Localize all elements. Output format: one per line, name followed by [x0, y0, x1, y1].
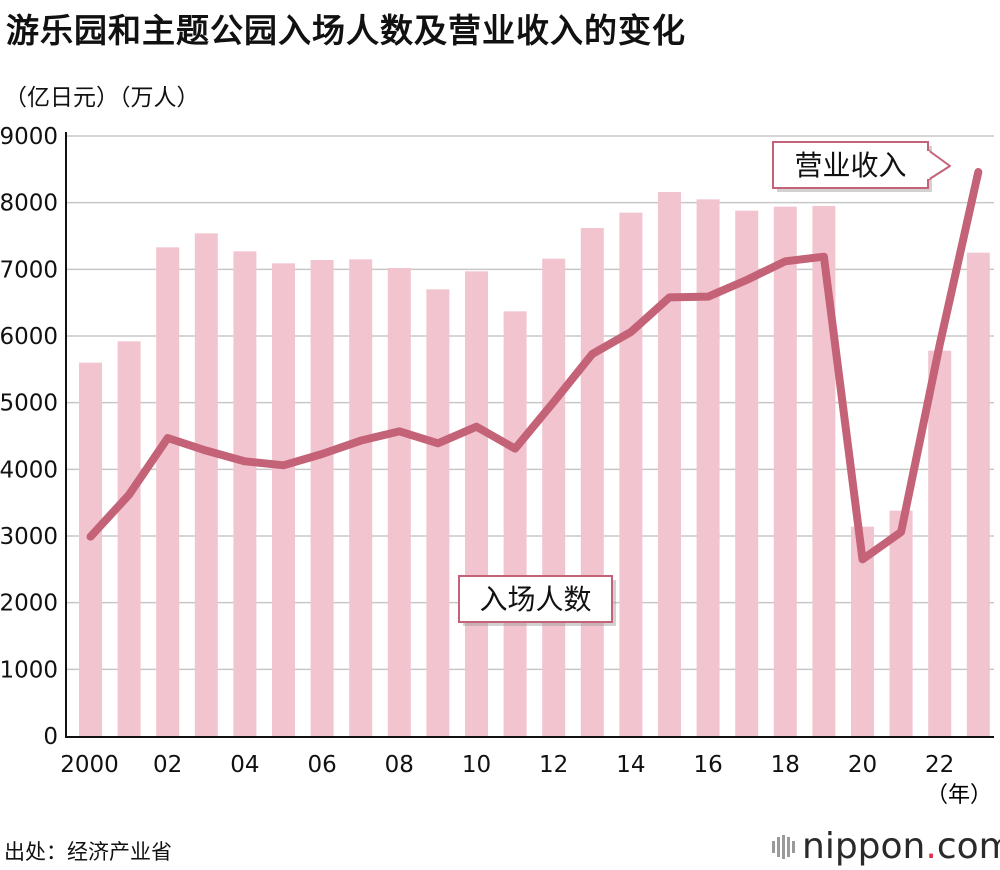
bar — [889, 510, 913, 736]
callout-box — [458, 575, 613, 623]
callout-label: 营业收入 — [794, 149, 906, 182]
x-tick-labels: 2000 02 04 06 08 10 12 14 16 18 20 22 — [60, 752, 954, 778]
line-point — [243, 460, 246, 463]
y-tick-label: 4000 — [0, 457, 58, 483]
y-axis-units: （亿日元）（万人） — [4, 85, 200, 111]
bar — [156, 247, 180, 737]
bar — [387, 268, 411, 736]
y-tick-label: 0 — [43, 724, 58, 750]
line-point — [938, 343, 941, 346]
callout-label: 入场人数 — [479, 583, 591, 616]
bar — [503, 311, 527, 736]
line-point — [436, 442, 439, 445]
y-tick-label: 2000 — [0, 591, 58, 617]
line-point — [745, 279, 748, 281]
line-point — [205, 449, 208, 452]
bar — [272, 263, 295, 736]
y-tick-label: 6000 — [0, 324, 58, 350]
line-point — [514, 447, 517, 450]
revenue-callout: 营业收入 — [772, 141, 951, 192]
source-note: 出处：经济产业省 — [4, 840, 172, 864]
y-tick-label: 1000 — [0, 657, 58, 683]
x-tick-label: 04 — [230, 752, 259, 778]
line-point — [321, 453, 324, 455]
line-point — [166, 437, 169, 439]
bar — [812, 206, 836, 736]
line-point — [822, 255, 825, 258]
bar — [310, 260, 334, 736]
bar — [773, 206, 797, 736]
callout-box — [772, 141, 929, 189]
x-tick-label: 02 — [153, 752, 182, 778]
chart-title: 游乐园和主题公园入场人数及营业收入的变化 — [6, 11, 686, 50]
bar — [735, 210, 759, 736]
brand-name: nippon — [802, 826, 926, 867]
x-tick-label: 08 — [385, 752, 414, 778]
bar — [349, 259, 373, 736]
nippon-mark-icon — [772, 834, 795, 859]
x-tick-label: 20 — [848, 752, 877, 778]
line-point — [900, 531, 903, 533]
y-tick-label: 5000 — [0, 391, 58, 417]
y-tick-label: 8000 — [0, 191, 58, 217]
brand-logo: nippon. com — [770, 826, 1000, 867]
bar — [194, 233, 218, 737]
brand-tld: com — [936, 826, 1000, 867]
bar — [117, 341, 141, 736]
bar — [619, 212, 643, 736]
x-axis-label: （年） — [926, 783, 992, 808]
revenue-line — [86, 168, 983, 564]
x-tick-label: 14 — [616, 752, 645, 778]
line-point — [89, 535, 92, 538]
y-tick-label: 3000 — [0, 524, 58, 550]
line-point — [398, 430, 401, 433]
line-series — [86, 168, 983, 564]
bar — [966, 252, 990, 736]
bar — [696, 199, 720, 737]
bar — [658, 192, 681, 736]
y-tick-labels: 0 1000 2000 3000 4000 5000 6000 7000 8000 9000 — [0, 124, 58, 750]
x-tick-label: 22 — [925, 752, 954, 778]
y-tick-label: 7000 — [0, 257, 58, 283]
line-point — [591, 353, 594, 355]
line-point — [128, 493, 131, 496]
bar — [426, 289, 450, 736]
bar — [928, 350, 952, 736]
callout-pointer — [927, 149, 951, 181]
x-tick-label: 10 — [462, 752, 491, 778]
line-point — [552, 401, 555, 403]
line-point — [668, 296, 671, 299]
axes — [65, 132, 994, 738]
y-tick-label: 9000 — [0, 124, 58, 150]
x-tick-label: 18 — [771, 752, 800, 778]
x-tick-label: 2000 — [60, 752, 119, 778]
line-point — [282, 464, 285, 467]
line-point — [359, 439, 362, 442]
brand-dot: . — [925, 826, 937, 867]
line-point — [629, 331, 632, 333]
gridlines — [66, 135, 994, 671]
bar — [580, 228, 604, 736]
bar — [851, 526, 874, 736]
line-point — [707, 295, 710, 298]
bar — [233, 251, 257, 737]
x-tick-label: 16 — [693, 752, 722, 778]
x-tick-label: 06 — [307, 752, 336, 778]
line-point — [784, 260, 787, 263]
line-point — [475, 425, 478, 428]
bar — [542, 258, 566, 736]
bar — [465, 271, 488, 736]
line-point — [977, 171, 980, 173]
x-tick-label: 12 — [539, 752, 568, 778]
line-point — [861, 558, 864, 561]
bar — [79, 362, 102, 736]
visitors-callout: 入场人数 — [458, 575, 616, 626]
